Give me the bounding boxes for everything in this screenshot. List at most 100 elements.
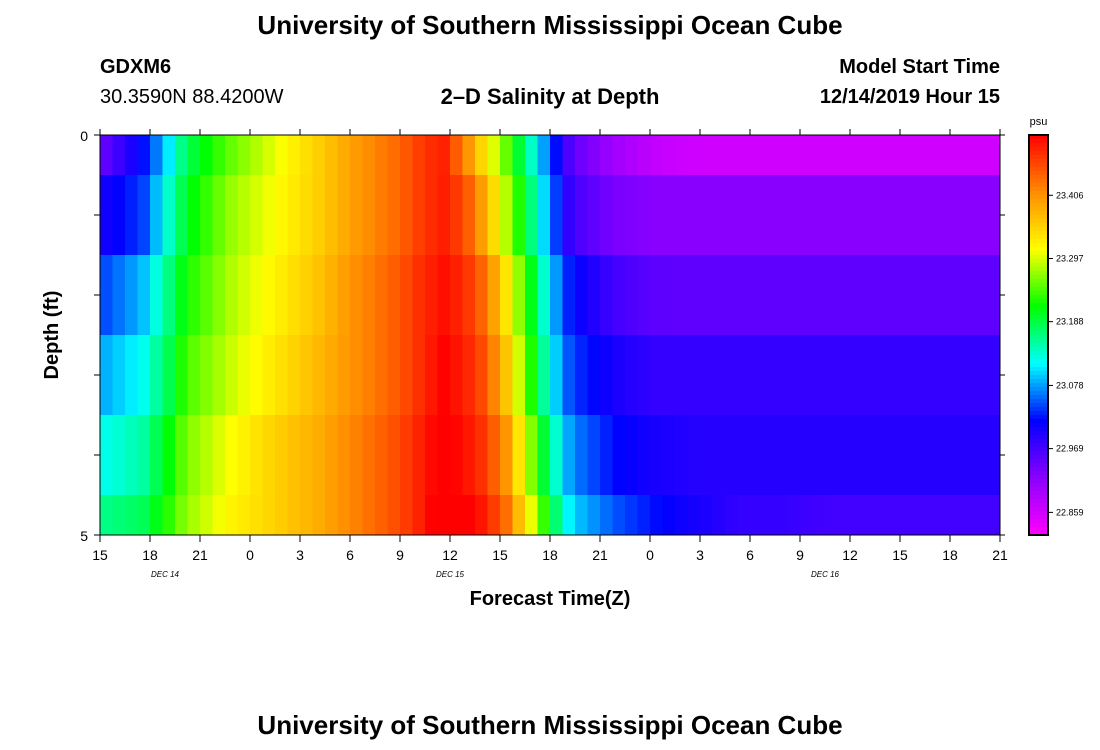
heatmap-cell [912, 255, 926, 336]
heatmap-cell [650, 175, 664, 256]
x-tick-label: 0 [246, 547, 254, 563]
heatmap-cell [512, 135, 526, 176]
colorbar-segment [1029, 223, 1048, 228]
colorbar-segment [1029, 239, 1048, 244]
heatmap-cell [300, 495, 314, 536]
heatmap-cell [337, 255, 351, 336]
heatmap-cell [550, 495, 564, 536]
heatmap-cell [850, 495, 864, 536]
heatmap-cell [125, 135, 139, 176]
heatmap-cell [237, 135, 251, 176]
colorbar-segment [1029, 187, 1048, 192]
heatmap-cell [362, 495, 376, 536]
heatmap-cell [537, 335, 551, 416]
heatmap-cell [100, 495, 114, 536]
heatmap-cell [850, 255, 864, 336]
heatmap-cell [962, 175, 976, 256]
colorbar-unit: psu [1030, 116, 1048, 128]
heatmap-cell [437, 495, 451, 536]
heatmap-cell [675, 255, 689, 336]
heatmap-cell [112, 255, 126, 336]
heatmap-cell [887, 335, 901, 416]
heatmap-cell [112, 135, 126, 176]
heatmap-cell [337, 175, 351, 256]
heatmap-cell [237, 495, 251, 536]
colorbar-segment [1029, 375, 1048, 380]
heatmap-cell [375, 335, 389, 416]
heatmap-cell [825, 255, 839, 336]
colorbar-segment [1029, 431, 1048, 436]
colorbar-segment [1029, 515, 1048, 520]
heatmap-cell [962, 135, 976, 176]
heatmap-cell [987, 495, 1001, 536]
heatmap-cell [250, 175, 264, 256]
colorbar-segment [1029, 511, 1048, 516]
heatmap-cell [262, 175, 276, 256]
heatmap-cell [150, 175, 164, 256]
heatmap-cell [287, 135, 301, 176]
colorbar-segment [1029, 467, 1048, 472]
heatmap-cell [675, 335, 689, 416]
heatmap-cell [862, 495, 876, 536]
colorbar-segment [1029, 503, 1048, 508]
heatmap-cell [737, 415, 751, 496]
heatmap-cell [587, 495, 601, 536]
heatmap-cell [275, 135, 289, 176]
heatmap-cell [275, 415, 289, 496]
heatmap-cell [250, 335, 264, 416]
heatmap-cell [712, 175, 726, 256]
heatmap-cell [162, 415, 176, 496]
heatmap-cell [312, 135, 326, 176]
heatmap-cell [400, 495, 414, 536]
colorbar-frame [1028, 134, 1049, 536]
heatmap-cell [475, 175, 489, 256]
heatmap-cell [950, 415, 964, 496]
heatmap-cell [587, 415, 601, 496]
heatmap-cell [600, 175, 614, 256]
heatmap-cell [550, 175, 564, 256]
heatmap-cell [212, 495, 226, 536]
colorbar-segment [1029, 167, 1048, 172]
heatmap-cell [887, 495, 901, 536]
heatmap-cell [512, 175, 526, 256]
heatmap-cell [212, 175, 226, 256]
heatmap-cell [100, 135, 114, 176]
heatmap-cell [400, 175, 414, 256]
heatmap-cell [162, 335, 176, 416]
heatmap-cell [212, 255, 226, 336]
heatmap-cell [850, 135, 864, 176]
heatmap-cell [375, 495, 389, 536]
heatmap-cell [312, 495, 326, 536]
heatmap-cell [500, 415, 514, 496]
colorbar-segment [1029, 407, 1048, 412]
heatmap-cell [687, 175, 701, 256]
heatmap-cell [462, 335, 476, 416]
heatmap-cell [337, 335, 351, 416]
heatmap-cell [262, 495, 276, 536]
heatmap-cell [625, 255, 639, 336]
heatmap-cell [275, 175, 289, 256]
heatmap-cell [937, 335, 951, 416]
heatmap-cell [550, 255, 564, 336]
heatmap-cell [787, 495, 801, 536]
heatmap-cell [625, 415, 639, 496]
heatmap-cell [287, 255, 301, 336]
heatmap-cell [487, 255, 501, 336]
heatmap-cell [375, 135, 389, 176]
heatmap-cell [662, 495, 676, 536]
colorbar-segment [1029, 267, 1048, 272]
colorbar-segment [1029, 171, 1048, 176]
heatmap-cell [575, 415, 589, 496]
heatmap-cell [200, 135, 214, 176]
heatmap-cell [325, 495, 339, 536]
heatmap-cell [525, 135, 539, 176]
heatmap-cell [937, 135, 951, 176]
heatmap-cell [425, 135, 439, 176]
station-id: GDXM6 [100, 56, 172, 78]
heatmap-cell [162, 255, 176, 336]
heatmap-cell [112, 175, 126, 256]
heatmap-cell [350, 495, 364, 536]
colorbar-segment [1029, 323, 1048, 328]
heatmap-cell [575, 255, 589, 336]
heatmap-cell [837, 175, 851, 256]
